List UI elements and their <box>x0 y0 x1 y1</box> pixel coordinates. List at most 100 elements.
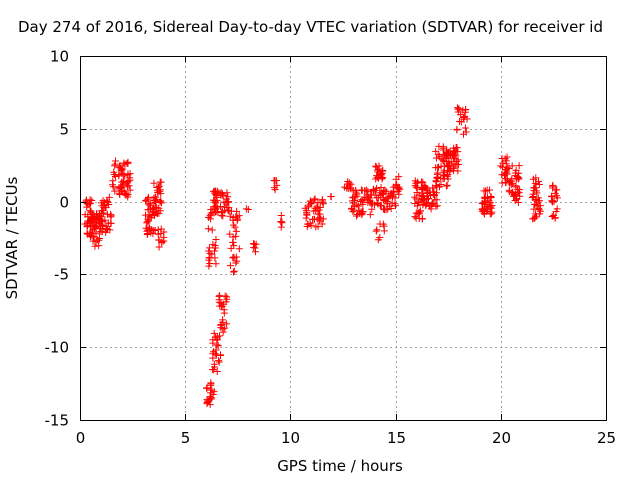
data-point <box>92 224 100 232</box>
data-point <box>115 184 123 192</box>
data-point <box>434 150 442 158</box>
data-point <box>311 195 319 203</box>
data-point <box>211 350 219 358</box>
data-point <box>348 204 356 212</box>
data-point <box>212 208 220 216</box>
data-point <box>444 148 452 156</box>
data-point <box>156 198 164 206</box>
data-point <box>208 226 216 234</box>
data-point <box>126 176 134 184</box>
data-point <box>242 205 250 213</box>
data-point <box>353 201 361 209</box>
data-point <box>229 254 237 262</box>
data-point <box>232 232 240 240</box>
data-point <box>437 175 445 183</box>
x-tick-label: 25 <box>597 429 616 447</box>
data-point <box>213 351 221 359</box>
y-tick-label: 5 <box>59 121 69 139</box>
data-point <box>379 220 387 228</box>
data-point <box>453 126 461 134</box>
data-point <box>84 213 92 221</box>
data-point <box>442 182 450 190</box>
data-point <box>214 342 222 350</box>
data-point <box>319 200 327 208</box>
data-point <box>90 233 98 241</box>
data-point <box>349 208 357 216</box>
data-point <box>213 367 221 375</box>
data-point <box>368 205 376 213</box>
y-tick-label: 0 <box>59 194 69 212</box>
data-point <box>141 211 149 219</box>
data-point <box>359 200 367 208</box>
data-point <box>145 200 153 208</box>
data-point <box>515 162 523 170</box>
data-point <box>90 214 98 222</box>
data-point <box>503 153 511 161</box>
data-point <box>105 193 113 201</box>
data-point <box>359 208 367 216</box>
data-point <box>454 167 462 175</box>
data-point <box>209 365 217 373</box>
x-tick-label: 15 <box>387 429 406 447</box>
data-point <box>212 346 220 354</box>
data-point <box>215 357 223 365</box>
data-point <box>143 219 151 227</box>
data-point <box>419 178 427 186</box>
data-point <box>440 144 448 152</box>
data-point <box>207 215 215 223</box>
data-point <box>313 203 321 211</box>
data-point <box>205 262 213 270</box>
data-point <box>273 181 281 189</box>
y-tick-label: 10 <box>50 48 69 66</box>
data-point <box>381 206 389 214</box>
data-point <box>455 118 463 126</box>
data-point <box>157 230 165 238</box>
data-point <box>210 329 218 337</box>
data-point <box>380 222 388 230</box>
data-points <box>81 104 561 409</box>
data-point <box>483 186 491 194</box>
data-point <box>416 207 424 215</box>
data-point <box>478 205 486 213</box>
data-point <box>529 190 537 198</box>
data-point <box>514 198 522 206</box>
data-point <box>368 191 376 199</box>
data-point <box>367 199 375 207</box>
data-point <box>233 216 241 224</box>
data-point <box>382 188 390 196</box>
data-point <box>232 227 240 235</box>
data-point <box>396 185 404 193</box>
data-point <box>392 202 400 210</box>
data-point <box>109 183 117 191</box>
data-point <box>252 240 260 248</box>
data-point <box>204 225 212 233</box>
data-point <box>157 199 165 207</box>
data-point <box>455 105 463 113</box>
data-point <box>225 198 233 206</box>
data-point <box>155 209 163 217</box>
data-point <box>432 164 440 172</box>
data-point <box>150 179 158 187</box>
x-tick-label: 20 <box>492 429 511 447</box>
data-point <box>479 200 487 208</box>
data-point <box>218 303 226 311</box>
data-point <box>508 179 516 187</box>
x-tick-label: 10 <box>281 429 300 447</box>
data-point <box>443 149 451 157</box>
data-point <box>461 108 469 116</box>
axis-ticks <box>80 56 607 421</box>
data-point <box>549 197 557 205</box>
data-point <box>532 197 540 205</box>
data-point <box>392 175 400 183</box>
plot-frame <box>80 56 607 421</box>
data-point <box>230 267 238 275</box>
data-point <box>534 177 542 185</box>
data-point <box>498 163 506 171</box>
data-point <box>218 208 226 216</box>
data-point <box>89 218 97 226</box>
data-point <box>413 189 421 197</box>
data-point <box>223 203 231 211</box>
data-point <box>418 186 426 194</box>
data-point <box>531 201 539 209</box>
